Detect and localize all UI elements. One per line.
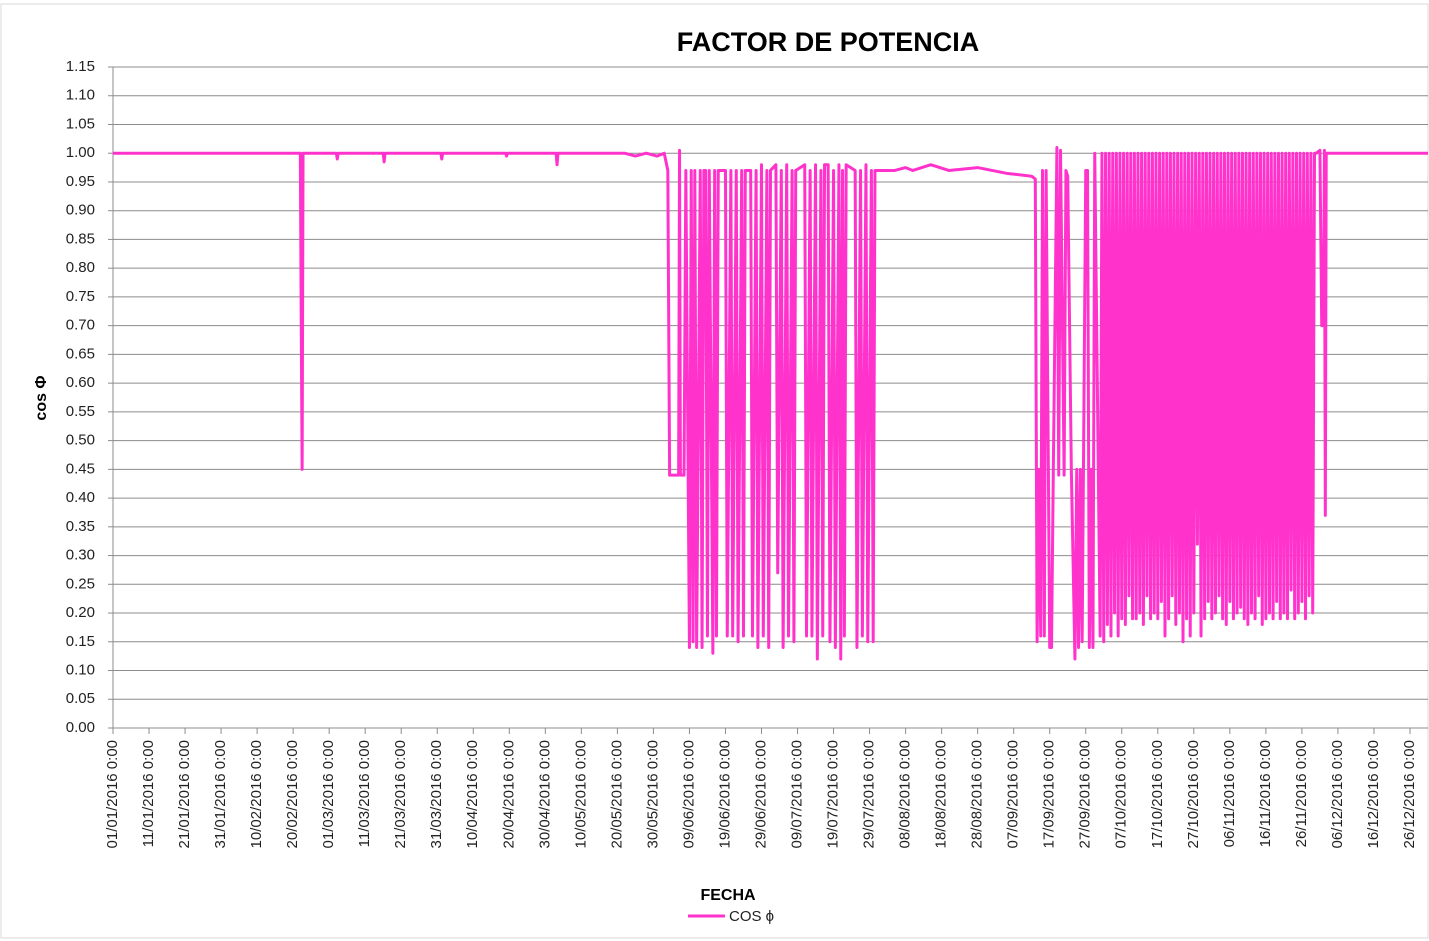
x-tick-label: 01/03/2016 0:00 <box>320 740 337 848</box>
x-tick-label: 20/04/2016 0:00 <box>500 740 517 848</box>
x-tick-label: 29/07/2016 0:00 <box>861 740 878 848</box>
y-tick-label: 1.00 <box>66 144 95 161</box>
y-tick-label: 0.75 <box>66 288 95 305</box>
y-tick-label: 0.85 <box>66 230 95 247</box>
x-tick-label: 20/02/2016 0:00 <box>284 740 301 848</box>
y-tick-label: 1.15 <box>66 58 95 75</box>
y-tick-label: 0.10 <box>66 661 95 678</box>
y-tick-label: 0.80 <box>66 259 95 276</box>
y-tick-label: 1.10 <box>66 87 95 104</box>
x-tick-label: 31/01/2016 0:00 <box>212 740 229 848</box>
y-tick-label: 0.95 <box>66 173 95 190</box>
y-tick-label: 0.00 <box>66 719 95 736</box>
x-tick-label: 06/11/2016 0:00 <box>1221 740 1238 847</box>
x-tick-label: 16/11/2016 0:00 <box>1257 740 1274 847</box>
y-tick-label: 0.30 <box>66 547 95 564</box>
y-tick-label: 0.65 <box>66 345 95 362</box>
y-tick-label: 0.60 <box>66 374 95 391</box>
x-tick-label: 31/03/2016 0:00 <box>428 740 445 848</box>
x-tick-label: 17/10/2016 0:00 <box>1149 740 1166 848</box>
x-tick-label: 30/04/2016 0:00 <box>536 740 553 848</box>
series-line <box>113 145 1428 661</box>
x-tick-label: 07/09/2016 0:00 <box>1005 740 1022 848</box>
y-tick-label: 0.90 <box>66 202 95 219</box>
x-tick-label: 11/01/2016 0:00 <box>140 740 157 847</box>
x-tick-label: 28/08/2016 0:00 <box>969 740 986 848</box>
y-tick-label: 0.20 <box>66 604 95 621</box>
y-tick-label: 0.50 <box>66 432 95 449</box>
x-tick-label: 17/09/2016 0:00 <box>1041 740 1058 848</box>
x-tick-label: 19/07/2016 0:00 <box>825 740 842 848</box>
y-tick-label: 0.35 <box>66 518 95 535</box>
x-tick-label: 20/05/2016 0:00 <box>608 740 625 848</box>
x-tick-label: 08/08/2016 0:00 <box>897 740 914 848</box>
y-tick-label: 0.05 <box>66 690 95 707</box>
y-tick-label: 0.45 <box>66 460 95 477</box>
x-tick-label: 21/01/2016 0:00 <box>176 740 193 848</box>
y-tick-label: 0.70 <box>66 317 95 334</box>
x-tick-label: 11/03/2016 0:00 <box>356 740 373 847</box>
x-tick-label: 09/07/2016 0:00 <box>788 740 805 848</box>
x-tick-label: 18/08/2016 0:00 <box>933 740 950 848</box>
chart-title: FACTOR DE POTENCIA <box>677 27 980 57</box>
x-tick-label: 21/03/2016 0:00 <box>392 740 409 848</box>
x-tick-label: 10/05/2016 0:00 <box>572 740 589 848</box>
x-tick-label: 10/04/2016 0:00 <box>464 740 481 848</box>
x-tick-label: 27/10/2016 0:00 <box>1185 740 1202 848</box>
y-tick-label: 0.40 <box>66 489 95 506</box>
x-tick-label: 26/12/2016 0:00 <box>1401 740 1418 848</box>
chart-border <box>0 3 1429 939</box>
x-tick-label: 19/06/2016 0:00 <box>716 740 733 848</box>
x-tick-label: 27/09/2016 0:00 <box>1077 740 1094 848</box>
y-tick-label: 1.05 <box>66 115 95 132</box>
y-axis-label: cos Φ <box>33 375 50 420</box>
y-tick-label: 0.55 <box>66 403 95 420</box>
x-tick-label: 29/06/2016 0:00 <box>752 740 769 848</box>
x-tick-label: 10/02/2016 0:00 <box>248 740 265 848</box>
x-tick-label: 01/01/2016 0:00 <box>104 740 121 848</box>
legend-label: COS ϕ <box>729 908 774 925</box>
x-tick-label: 09/06/2016 0:00 <box>680 740 697 848</box>
x-tick-label: 26/11/2016 0:00 <box>1293 740 1310 847</box>
x-tick-label: 07/10/2016 0:00 <box>1113 740 1130 848</box>
y-tick-label: 0.25 <box>66 575 95 592</box>
x-tick-label: 16/12/2016 0:00 <box>1365 740 1382 848</box>
x-axis-label: FECHA <box>700 887 756 904</box>
y-tick-label: 0.15 <box>66 633 95 650</box>
x-tick-label: 30/05/2016 0:00 <box>644 740 661 848</box>
x-tick-label: 06/12/2016 0:00 <box>1329 740 1346 848</box>
